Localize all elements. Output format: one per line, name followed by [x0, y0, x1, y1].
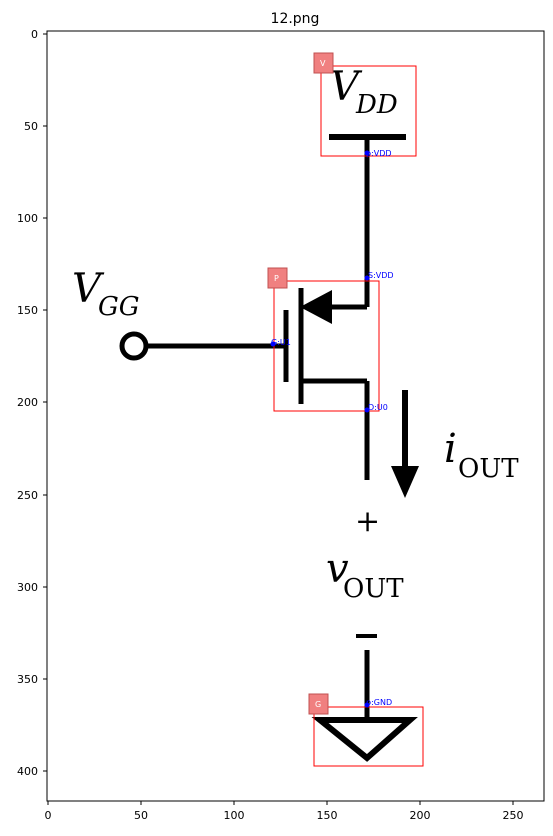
- y-tick-label: 50: [24, 120, 38, 133]
- y-tick-label: 100: [17, 212, 38, 225]
- circuit-labels: V DD V GG i OUT + v OUT: [72, 64, 519, 604]
- y-tick-label: 150: [17, 304, 38, 317]
- pin-label-gate: G:U1: [271, 338, 291, 347]
- box-gnd-label: G: [315, 700, 321, 709]
- box-vdd: [320, 65, 417, 157]
- pin-label-drain: D:U0: [368, 403, 388, 412]
- vdd-label-sub: DD: [355, 90, 398, 120]
- plus-sign: +: [355, 504, 380, 539]
- y-axis: 0 50 100 150 200 250 300 350 400: [17, 28, 47, 778]
- y-tick-label: 400: [17, 765, 38, 778]
- y-tick-label: 200: [17, 396, 38, 409]
- vout-label-sub: OUT: [343, 574, 404, 604]
- vout-label-main: v: [326, 546, 349, 592]
- y-tick-label: 350: [17, 673, 38, 686]
- ground-icon: [311, 717, 418, 762]
- pin-dot: [364, 702, 370, 708]
- iout-arrow-head-icon: [391, 466, 419, 498]
- y-tick-label: 0: [31, 28, 38, 41]
- vgg-label-sub: GG: [98, 292, 140, 322]
- pin-label-gnd: p:GND: [366, 698, 392, 707]
- box-vdd-label: V: [320, 59, 326, 68]
- x-tick-label: 100: [224, 809, 245, 822]
- iout-label-sub: OUT: [458, 454, 519, 484]
- plot-frame: [46, 30, 545, 802]
- pin-annotations: p:VDD S:VDD G:U1 D:U0 p:GND: [270, 149, 394, 708]
- x-tick-label: 0: [45, 809, 52, 822]
- circuit: [119, 134, 419, 762]
- iout-label-main: i: [444, 426, 457, 472]
- pin-dot: [270, 341, 276, 347]
- x-tick-label: 250: [503, 809, 524, 822]
- vgg-label-main: V: [72, 266, 105, 312]
- y-tick-label: 250: [17, 489, 38, 502]
- pin-label-vdd: p:VDD: [366, 149, 392, 158]
- x-tick-label: 150: [317, 809, 338, 822]
- box-gnd-tag: [308, 693, 329, 715]
- x-tick-label: 200: [410, 809, 431, 822]
- box-pmos-label: P: [274, 274, 279, 283]
- pmos-arrow-icon: [300, 290, 332, 324]
- vgg-terminal-icon: [119, 331, 149, 361]
- figure-title: 12.png: [271, 11, 320, 27]
- pin-dot: [364, 275, 370, 281]
- x-tick-label: 50: [134, 809, 148, 822]
- pin-dot: [364, 150, 370, 156]
- x-axis: 0 50 100 150 200 250: [45, 801, 524, 822]
- box-pmos-tag: [267, 267, 288, 289]
- box-vdd-tag: [313, 52, 334, 74]
- pin-label-source: S:VDD: [368, 271, 394, 280]
- y-tick-label: 300: [17, 581, 38, 594]
- vdd-label-main: V: [330, 64, 363, 110]
- pin-dot: [364, 407, 370, 413]
